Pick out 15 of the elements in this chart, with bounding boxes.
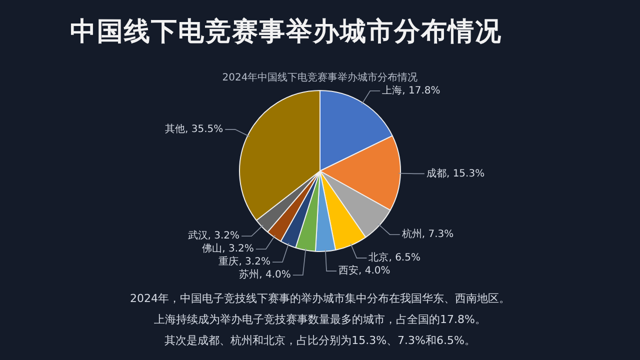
slice-label: 成都, 15.3%: [426, 167, 485, 180]
slice-label: 佛山, 3.2%: [202, 242, 254, 255]
chart-title: 中国线下电竞赛事举办城市分布情况: [70, 16, 502, 49]
slice-label: 武汉, 3.2%: [188, 230, 240, 242]
slice-label: 杭州, 7.3%: [400, 228, 454, 240]
text: 其次是成都、杭州和北京，占比分别为15.3%、7.3%和6.5%。: [164, 333, 476, 349]
text: 上海持续成为举办电子竞技赛事数量最多的城市，占全国的17.8%。: [153, 312, 487, 328]
slice-label: 苏州, 4.0%: [239, 268, 291, 281]
slice-label: 西安, 4.0%: [338, 264, 390, 277]
slice-label: 上海, 17.8%: [382, 84, 440, 96]
slice-label: 其他, 35.5%: [165, 123, 224, 136]
text: 2024年，中国电子竞技线下赛事的举办城市集中分布在我国华东、西南地区。: [129, 291, 511, 307]
chart-subtitle: 2024年中国线下电竞赛事举办城市分布情况: [222, 72, 418, 84]
slice-label: 北京, 6.5%: [368, 252, 420, 264]
slice-label: 重庆, 3.2%: [218, 256, 270, 268]
